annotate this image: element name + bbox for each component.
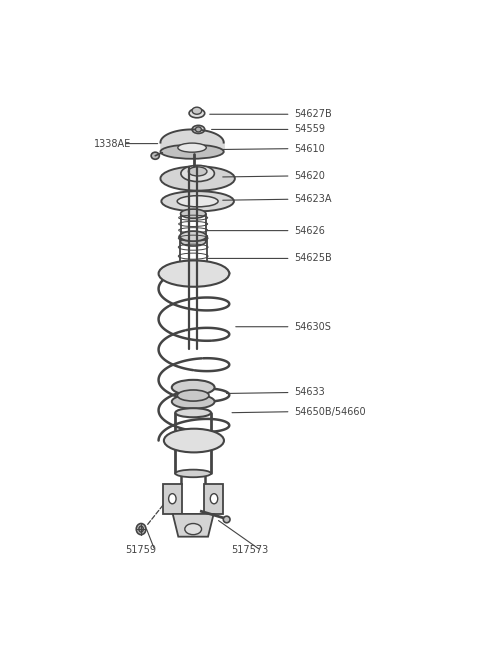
Ellipse shape [139, 526, 144, 532]
Ellipse shape [180, 231, 206, 241]
Ellipse shape [136, 524, 146, 535]
Text: 54633: 54633 [294, 388, 325, 397]
Ellipse shape [192, 107, 202, 114]
Ellipse shape [161, 191, 234, 212]
Text: 54627B: 54627B [294, 109, 332, 120]
Polygon shape [173, 514, 214, 537]
Ellipse shape [160, 166, 235, 191]
Ellipse shape [175, 408, 211, 417]
Ellipse shape [178, 390, 209, 401]
Ellipse shape [168, 493, 176, 504]
Ellipse shape [158, 260, 229, 286]
Ellipse shape [180, 209, 206, 218]
Ellipse shape [151, 152, 159, 159]
Ellipse shape [195, 127, 202, 132]
Ellipse shape [210, 493, 218, 504]
Text: 54559: 54559 [294, 124, 325, 135]
Ellipse shape [223, 516, 230, 523]
Text: 54630S: 54630S [294, 322, 331, 332]
Ellipse shape [175, 470, 211, 477]
Ellipse shape [181, 166, 215, 181]
Ellipse shape [172, 380, 215, 395]
Ellipse shape [185, 524, 202, 535]
Ellipse shape [164, 429, 224, 453]
Text: 54626: 54626 [294, 225, 325, 236]
Text: 54620: 54620 [294, 171, 325, 181]
Polygon shape [163, 484, 182, 514]
Ellipse shape [172, 394, 215, 409]
Ellipse shape [160, 145, 224, 159]
Ellipse shape [185, 278, 202, 285]
Ellipse shape [178, 143, 206, 152]
Text: 1338AE: 1338AE [94, 139, 131, 148]
Ellipse shape [180, 237, 206, 246]
Ellipse shape [188, 167, 207, 176]
Ellipse shape [189, 108, 204, 118]
Text: 54625B: 54625B [294, 254, 332, 263]
Text: 54610: 54610 [294, 144, 325, 154]
Ellipse shape [192, 125, 204, 133]
Text: 54650B/54660: 54650B/54660 [294, 407, 366, 417]
Polygon shape [204, 484, 223, 514]
Text: 51759: 51759 [125, 545, 156, 555]
Ellipse shape [177, 196, 218, 207]
Text: 517573: 517573 [231, 545, 268, 555]
Text: 54623A: 54623A [294, 194, 332, 204]
